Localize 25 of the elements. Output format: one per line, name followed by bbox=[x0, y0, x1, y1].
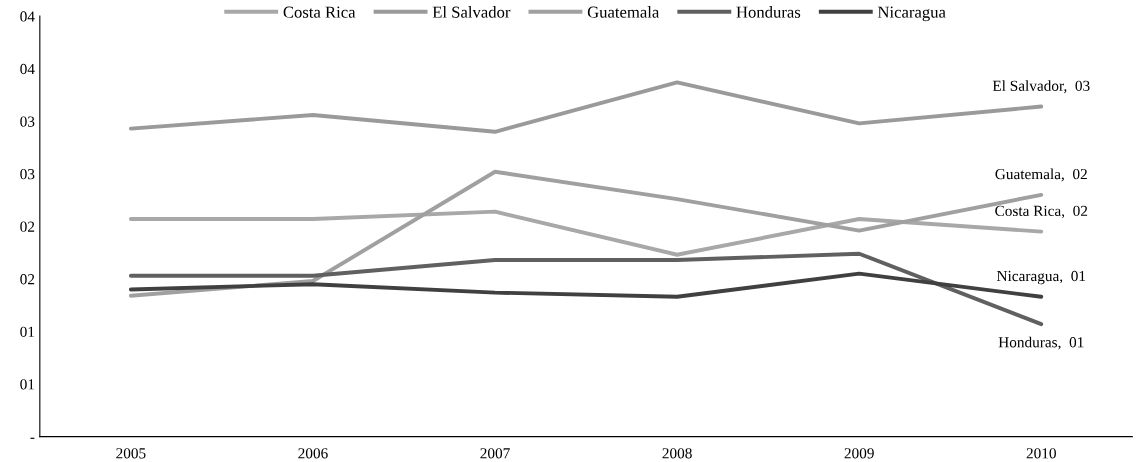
x-tick-label: 2008 bbox=[662, 448, 692, 459]
x-tick-label: 2007 bbox=[480, 448, 510, 459]
y-tick-label: 03 bbox=[20, 116, 35, 127]
y-tick-label: 03 bbox=[20, 168, 35, 180]
y-tick-label: 01 bbox=[20, 379, 35, 390]
annotation: Guatemala, 02 bbox=[995, 168, 1087, 182]
y-tick-label: - bbox=[30, 437, 35, 439]
legend-label: Costa Rica bbox=[283, 6, 356, 18]
y-tick-label: 04 bbox=[20, 63, 35, 75]
y-tick-label: 02 bbox=[20, 221, 35, 232]
annotation: Honduras, 01 bbox=[998, 336, 1084, 350]
y-tick-label: 02 bbox=[20, 274, 35, 285]
x-tick-label: 2010 bbox=[1026, 448, 1056, 459]
y-tick-label: 04 bbox=[20, 11, 35, 22]
legend-label: Guatemala bbox=[587, 6, 660, 18]
legend-label: Honduras bbox=[736, 6, 801, 18]
annotation: Costa Rica, 02 bbox=[995, 205, 1088, 219]
y-tick-label: 01 bbox=[20, 326, 35, 337]
legend-label: Nicaragua bbox=[877, 6, 946, 22]
x-tick-label: 2009 bbox=[844, 448, 874, 459]
legend-label: El Salvador bbox=[432, 6, 511, 18]
x-tick-label: 2005 bbox=[116, 448, 146, 459]
x-tick-label: 2006 bbox=[298, 448, 328, 459]
annotation: El Salvador, 03 bbox=[992, 80, 1090, 94]
annotation: Nicaragua, 01 bbox=[996, 270, 1086, 285]
